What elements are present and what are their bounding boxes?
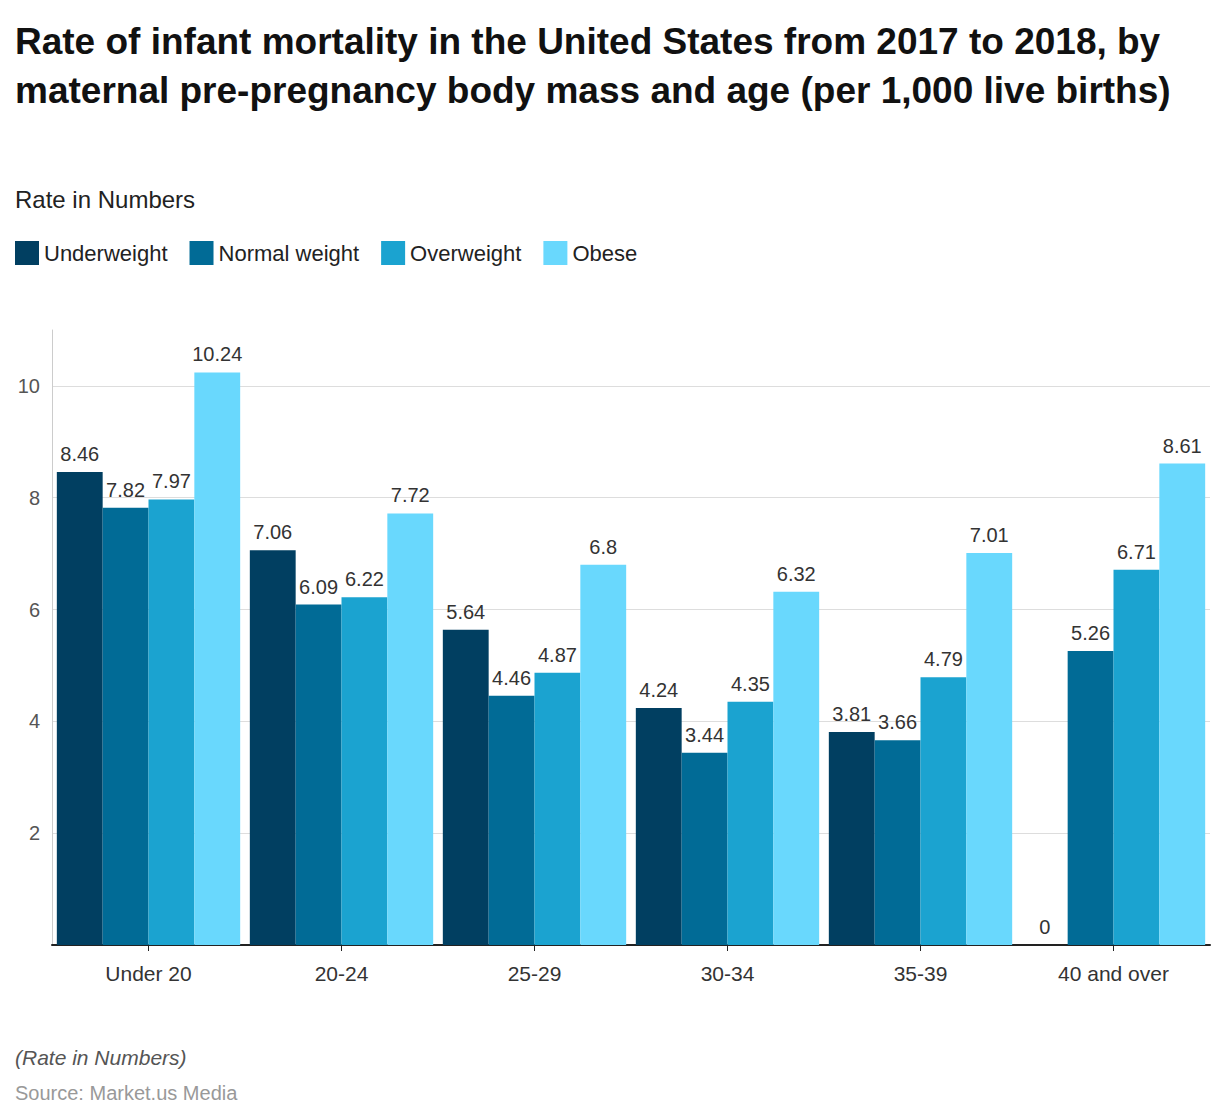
svg-text:3.66: 3.66 <box>878 711 917 733</box>
svg-text:Normal weight: Normal weight <box>219 241 360 266</box>
svg-text:6.22: 6.22 <box>345 568 384 590</box>
svg-text:6.8: 6.8 <box>589 536 617 558</box>
svg-text:8.61: 8.61 <box>1163 435 1202 457</box>
svg-text:4.79: 4.79 <box>924 648 963 670</box>
svg-text:5.26: 5.26 <box>1071 622 1110 644</box>
svg-text:3.81: 3.81 <box>832 703 871 725</box>
svg-text:7.97: 7.97 <box>152 470 191 492</box>
svg-text:6.32: 6.32 <box>777 563 816 585</box>
svg-text:7.06: 7.06 <box>253 521 292 543</box>
svg-text:Obese: Obese <box>572 241 637 266</box>
svg-text:6: 6 <box>29 599 40 621</box>
svg-text:25-29: 25-29 <box>508 962 562 985</box>
svg-text:Overweight: Overweight <box>410 241 521 266</box>
svg-text:7.01: 7.01 <box>970 524 1009 546</box>
svg-text:maternal pre-pregnancy body ma: maternal pre-pregnancy body mass and age… <box>15 70 1171 111</box>
svg-text:2: 2 <box>29 822 40 844</box>
svg-text:6.09: 6.09 <box>299 576 338 598</box>
svg-text:4.46: 4.46 <box>492 667 531 689</box>
svg-text:0: 0 <box>1039 916 1050 938</box>
svg-text:4.87: 4.87 <box>538 644 577 666</box>
svg-text:6.71: 6.71 <box>1117 541 1156 563</box>
svg-text:4: 4 <box>29 710 40 732</box>
svg-text:8: 8 <box>29 487 40 509</box>
svg-text:5.64: 5.64 <box>446 601 485 623</box>
svg-text:4.35: 4.35 <box>731 673 770 695</box>
svg-text:Underweight: Underweight <box>44 241 168 266</box>
svg-text:35-39: 35-39 <box>894 962 948 985</box>
svg-text:(Rate in Numbers): (Rate in Numbers) <box>15 1046 187 1069</box>
svg-text:10.24: 10.24 <box>192 343 242 365</box>
svg-text:10: 10 <box>18 375 40 397</box>
svg-text:4.24: 4.24 <box>639 679 678 701</box>
svg-text:Source: Market.us Media: Source: Market.us Media <box>15 1082 238 1104</box>
svg-text:Under 20: Under 20 <box>105 962 191 985</box>
svg-text:8.46: 8.46 <box>60 443 99 465</box>
svg-text:7.72: 7.72 <box>391 484 430 506</box>
svg-text:40 and over: 40 and over <box>1058 962 1169 985</box>
svg-text:3.44: 3.44 <box>685 724 724 746</box>
svg-text:Rate in Numbers: Rate in Numbers <box>15 186 195 213</box>
svg-text:7.82: 7.82 <box>106 479 145 501</box>
svg-text:Rate of infant mortality in th: Rate of infant mortality in the United S… <box>15 21 1170 62</box>
svg-text:20-24: 20-24 <box>315 962 369 985</box>
svg-text:30-34: 30-34 <box>701 962 755 985</box>
